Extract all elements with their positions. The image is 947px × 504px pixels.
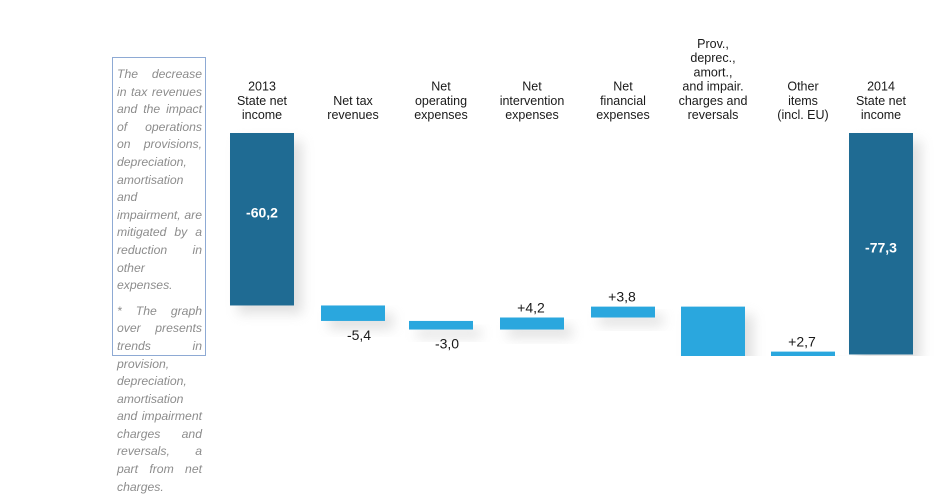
data-label-0: -60,2 [246, 205, 278, 221]
category-label-4-0: Net [613, 80, 633, 94]
category-label-6-1: items [788, 94, 818, 108]
data-label-4: +3,8 [608, 289, 636, 305]
bar-3 [500, 317, 564, 330]
category-label-3-2: expenses [505, 108, 559, 122]
bar-2 [409, 320, 473, 330]
category-label-5-4: charges and [679, 94, 748, 108]
data-label-1: -5,4 [347, 327, 371, 343]
category-label-6-2: (incl. EU) [777, 108, 828, 122]
category-label-7-1: State net [856, 94, 907, 108]
category-label-1-1: revenues [327, 108, 378, 122]
bar-7 [849, 133, 913, 355]
bar-0 [230, 133, 294, 306]
data-label-3: +4,2 [517, 300, 545, 316]
category-label-7-2: income [861, 108, 901, 122]
category-label-0-0: 2013 [248, 80, 276, 94]
note-paragraph-1: The decrease in tax revenues and the imp… [117, 67, 202, 293]
data-label-7: -77,3 [865, 240, 897, 256]
waterfall-chart: -60,2-5,4-3,0+4,2+3,8+2,7-77,3 2013State… [230, 37, 921, 356]
bar-1 [321, 305, 385, 321]
data-label-2: -3,0 [435, 336, 459, 352]
category-label-3-0: Net [522, 80, 542, 94]
category-label-4-2: expenses [596, 108, 650, 122]
bar-shadow [417, 328, 481, 338]
category-label-3-1: intervention [500, 94, 565, 108]
category-label-2-2: expenses [414, 108, 468, 122]
bar-4 [591, 306, 655, 318]
category-label-6-0: Other [787, 80, 818, 94]
bar-6 [771, 351, 835, 356]
category-label-2-1: operating [415, 94, 467, 108]
category-label-0-1: State net [237, 94, 288, 108]
category-label-7-0: 2014 [867, 80, 895, 94]
data-label-6: +2,7 [788, 334, 816, 350]
category-label-5-2: amort., [694, 65, 733, 79]
category-label-0-2: income [242, 108, 282, 122]
bar-shadow [599, 314, 663, 326]
category-label-5-3: and impair. [682, 80, 743, 94]
category-label-4-1: financial [600, 94, 646, 108]
category-label-1-0: Net tax [333, 94, 373, 108]
bar-5 [681, 306, 745, 356]
category-label-5-0: Prov., [697, 37, 729, 51]
category-label-2-0: Net [431, 80, 451, 94]
category-label-5-1: deprec., [690, 51, 735, 65]
category-label-5-5: reversals [688, 108, 739, 122]
